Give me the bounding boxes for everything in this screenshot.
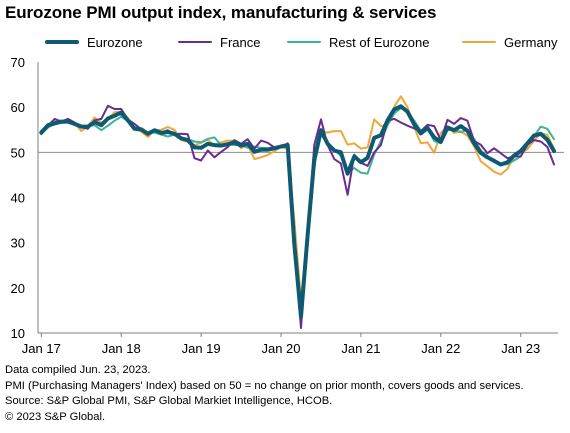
y-tick-label: 10 — [11, 326, 25, 341]
legend-item-germany: Germany — [462, 32, 557, 52]
x-tick-label: Jan 22 — [421, 341, 460, 356]
legend-swatch-rest-of-eurozone — [287, 41, 321, 43]
x-tick-label: Jan 23 — [501, 341, 540, 356]
legend-item-rest-of-eurozone: Rest of Eurozone — [287, 32, 429, 52]
y-tick-label: 40 — [11, 191, 25, 206]
x-tick-label: Jan 21 — [341, 341, 380, 356]
legend-item-france: France — [178, 32, 260, 52]
legend-item-eurozone: Eurozone — [45, 32, 143, 52]
footer-definition-note: PMI (Purchasing Managers' Index) based o… — [5, 379, 524, 392]
footer-date-note: Data compiled Jun. 23, 2023. — [5, 364, 151, 376]
y-tick-label: 30 — [11, 236, 25, 251]
legend-swatch-germany — [462, 41, 496, 43]
legend-swatch-france — [178, 41, 212, 43]
footer-source-note: Source: S&P Global PMI, S&P Global Marki… — [5, 395, 333, 408]
y-tick-label: 20 — [11, 281, 25, 296]
legend-label-germany: Germany — [504, 34, 558, 50]
footer-copyright: © 2023 S&P Global. — [5, 410, 106, 423]
legend-swatch-eurozone — [45, 40, 79, 44]
y-tick-label: 60 — [11, 100, 25, 115]
y-tick-label: 70 — [11, 55, 25, 70]
y-tick-label: 50 — [11, 145, 25, 160]
chart-footer: Data compiled Jun. 23, 2023. PMI (Purcha… — [5, 363, 524, 425]
legend-label-eurozone: Eurozone — [87, 34, 143, 50]
line-chart: 10 20 30 40 50 60 70 Jan 17 Jan 18 Jan 19 Jan 20 Ja… — [11, 55, 564, 356]
legend-label-rest-of-eurozone: Rest of Eurozone — [329, 34, 430, 50]
series-line-eurozone — [39, 104, 556, 319]
legend-label-france: France — [220, 34, 261, 50]
chart-title: Eurozone PMI output index, manufacturing… — [5, 3, 437, 22]
legend: Eurozone France Rest of Eurozone Germany — [0, 32, 570, 52]
x-tick-label: Jan 18 — [102, 341, 141, 356]
x-tick-label: Jan 19 — [182, 341, 221, 356]
x-tick-label: Jan 17 — [22, 341, 61, 356]
x-tick-label: Jan 20 — [261, 341, 300, 356]
